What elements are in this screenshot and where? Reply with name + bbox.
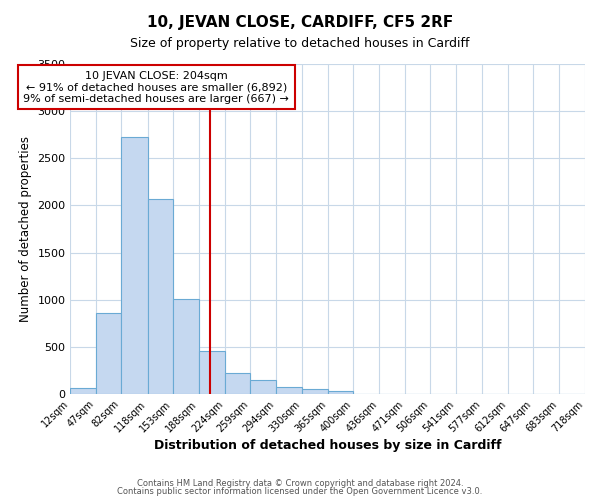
Bar <box>199 350 225 394</box>
Bar <box>121 136 148 394</box>
Text: Contains public sector information licensed under the Open Government Licence v3: Contains public sector information licen… <box>118 487 482 496</box>
Bar <box>96 313 121 394</box>
Text: Contains HM Land Registry data © Crown copyright and database right 2024.: Contains HM Land Registry data © Crown c… <box>137 478 463 488</box>
Text: 10, JEVAN CLOSE, CARDIFF, CF5 2RF: 10, JEVAN CLOSE, CARDIFF, CF5 2RF <box>147 15 453 30</box>
Bar <box>250 380 276 394</box>
Bar <box>302 390 328 394</box>
Bar <box>148 199 173 394</box>
Text: 10 JEVAN CLOSE: 204sqm
← 91% of detached houses are smaller (6,892)
9% of semi-d: 10 JEVAN CLOSE: 204sqm ← 91% of detached… <box>23 70 289 104</box>
Y-axis label: Number of detached properties: Number of detached properties <box>19 136 32 322</box>
Bar <box>328 392 353 394</box>
Bar <box>276 387 302 394</box>
Bar <box>70 388 96 394</box>
Text: Size of property relative to detached houses in Cardiff: Size of property relative to detached ho… <box>130 38 470 51</box>
X-axis label: Distribution of detached houses by size in Cardiff: Distribution of detached houses by size … <box>154 440 502 452</box>
Bar <box>225 374 250 394</box>
Bar <box>173 299 199 394</box>
